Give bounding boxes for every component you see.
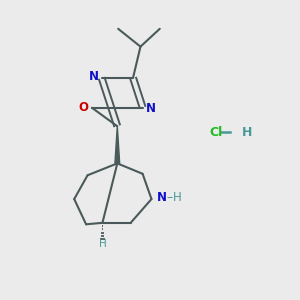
Text: O: O bbox=[79, 101, 89, 114]
Text: H: H bbox=[242, 126, 253, 139]
Text: –: – bbox=[166, 191, 172, 204]
Text: N: N bbox=[157, 191, 167, 204]
Text: H: H bbox=[173, 191, 182, 204]
Text: N: N bbox=[146, 102, 156, 116]
Text: N: N bbox=[88, 70, 99, 83]
Polygon shape bbox=[115, 126, 120, 164]
Text: H: H bbox=[99, 239, 106, 249]
Text: Cl: Cl bbox=[209, 126, 223, 139]
